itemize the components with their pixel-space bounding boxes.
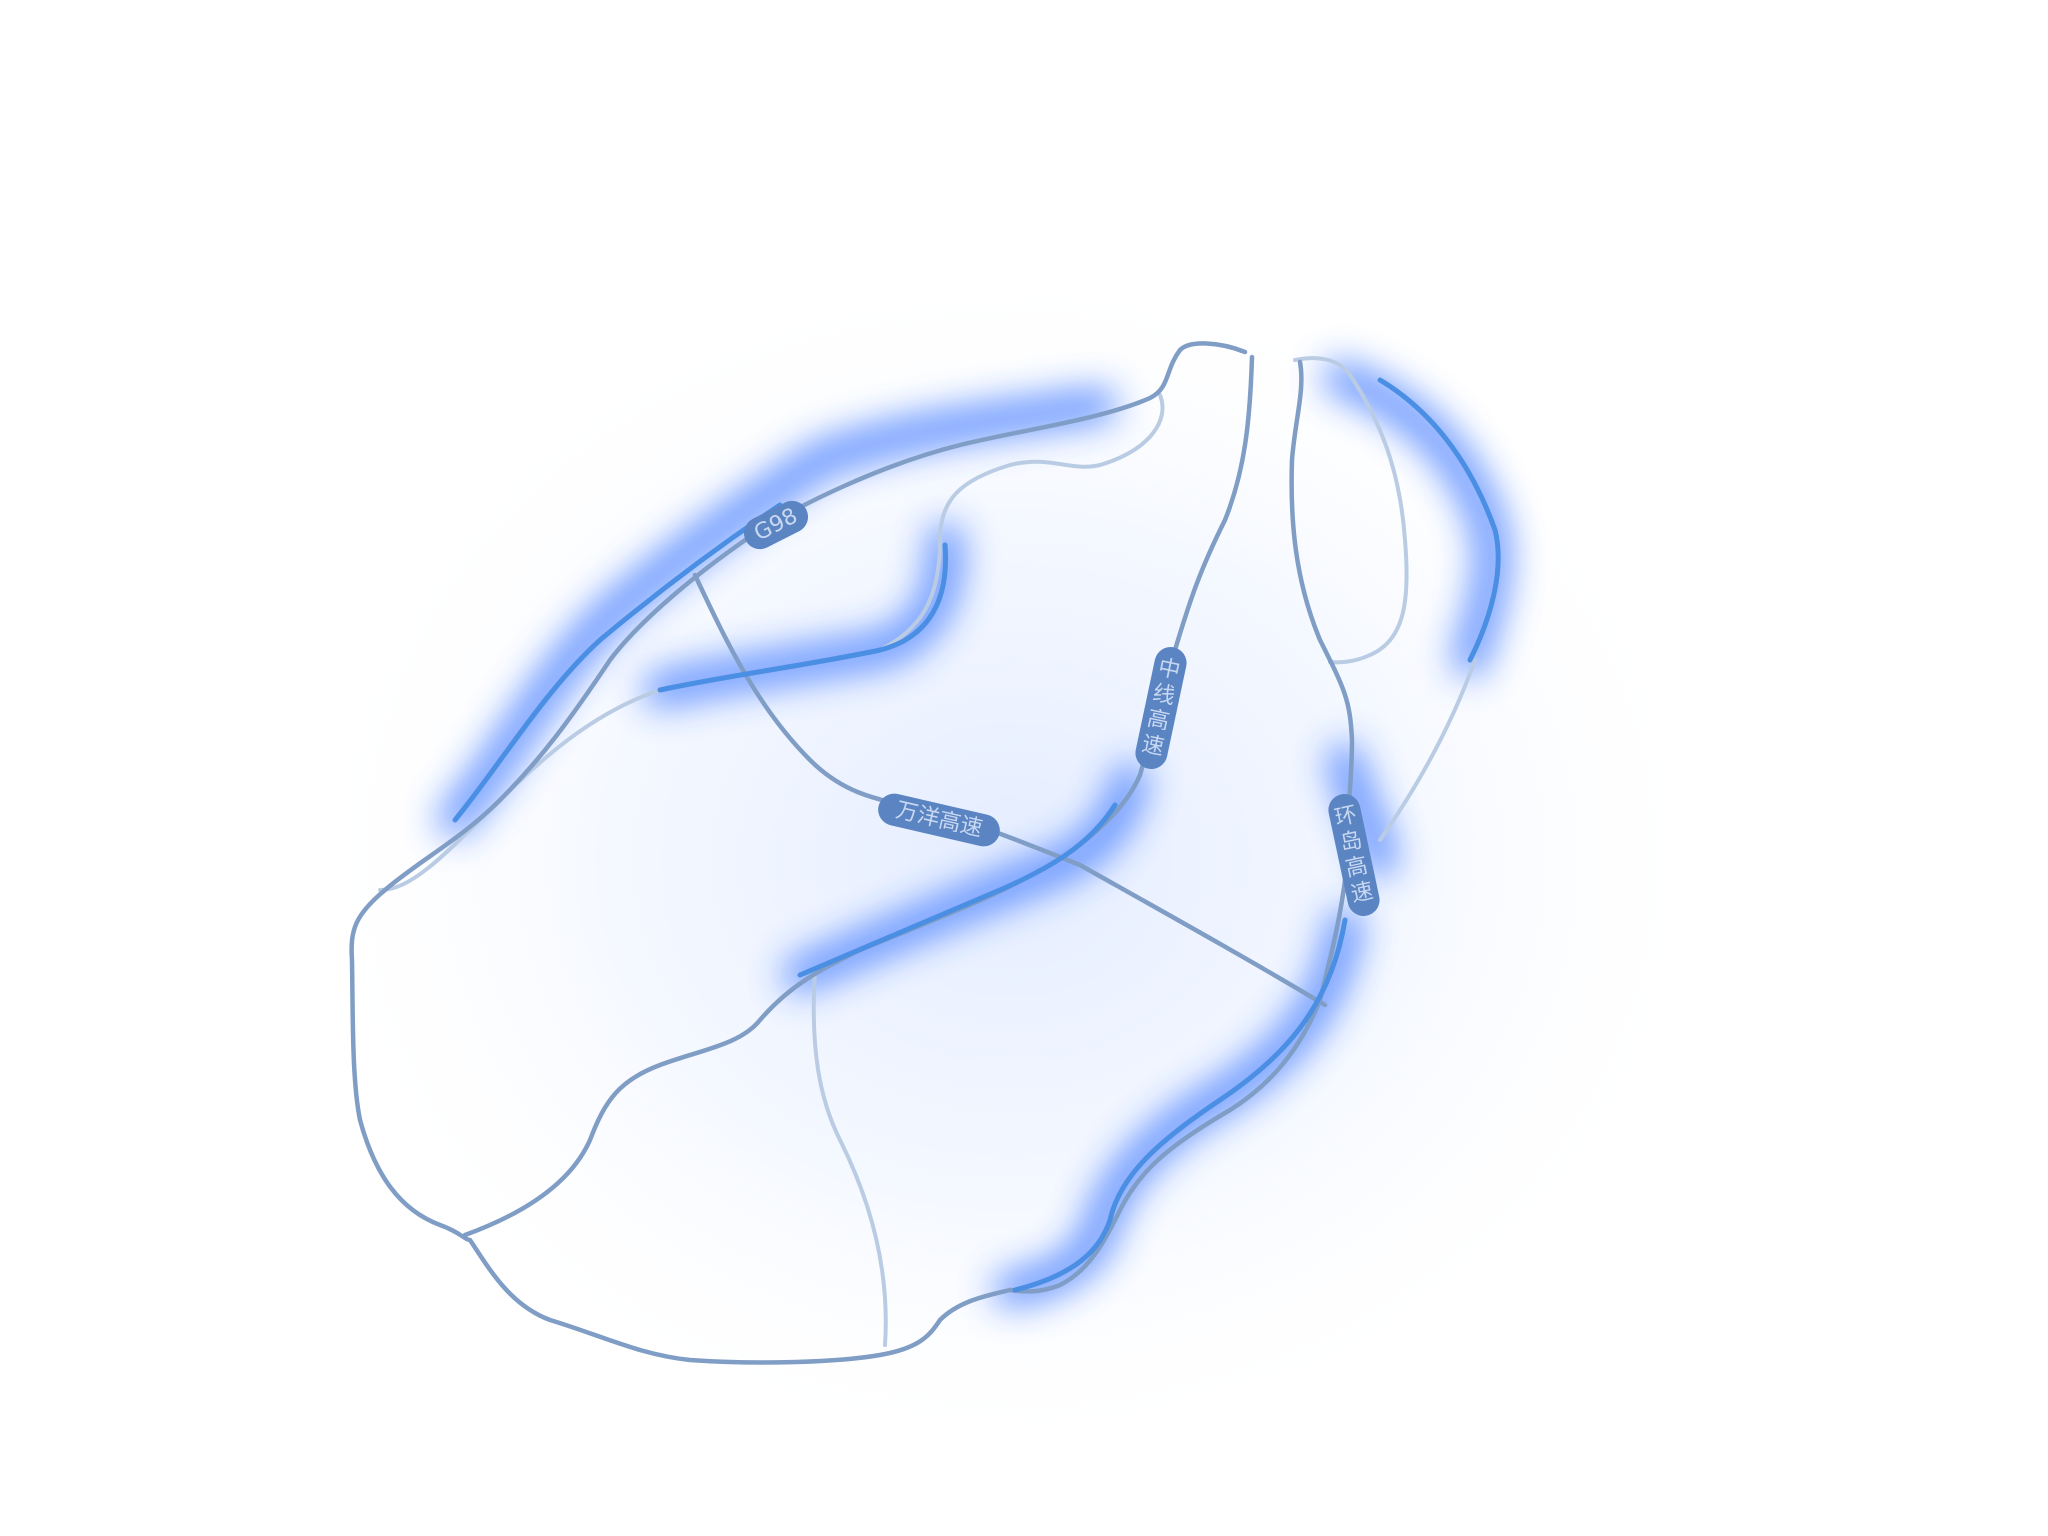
road-g98-ring[interactable] [349, 341, 1248, 1365]
road-secondary-north-inner[interactable] [878, 393, 1165, 652]
label-zhongxian[interactable]: 中线高速 [1132, 644, 1189, 772]
road-highlight-east-coast[interactable] [1377, 377, 1501, 663]
road-highlight-central[interactable] [797, 802, 1118, 978]
label-huandao[interactable]: 环岛高速 [1325, 791, 1382, 919]
road-highlight-g98-west[interactable] [452, 502, 783, 823]
road-secondary-south[interactable] [811, 968, 888, 1347]
highlighted-roads [452, 377, 1501, 1293]
label-g98-bg [743, 500, 809, 550]
label-huandao-bg [1328, 794, 1380, 916]
road-highlight-south[interactable] [1012, 917, 1348, 1293]
label-zhongxian-text: 中线高速 [1140, 655, 1183, 760]
road-highlight-inner-west[interactable] [657, 542, 949, 693]
label-wanyang-bg [878, 793, 1000, 847]
label-huandao-text: 环岛高速 [1333, 802, 1376, 907]
label-zhongxian-bg [1135, 647, 1187, 769]
road-secondary-east-loop[interactable] [1293, 356, 1409, 665]
road-huandao[interactable] [1007, 359, 1355, 1294]
island-haze [290, 250, 1730, 1470]
secondary-roads [378, 356, 1477, 1347]
road-secondary-east-coast[interactable] [1378, 658, 1477, 842]
